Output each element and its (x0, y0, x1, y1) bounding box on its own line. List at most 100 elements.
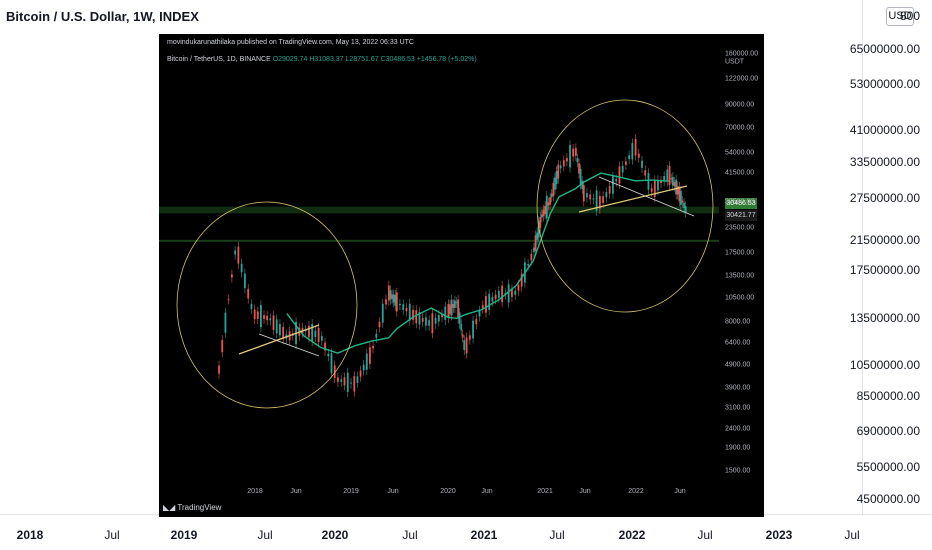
time-tick-label: 2022 (618, 528, 646, 542)
candle-body (605, 192, 608, 198)
candle-body (317, 327, 320, 343)
inner-price-tick: 54000.00 (725, 149, 755, 157)
candle-body (399, 303, 401, 306)
candle-body (631, 143, 634, 160)
candle-body (507, 284, 510, 303)
price-tick-label: 27500000.00 (849, 191, 920, 205)
candle-body (391, 294, 393, 299)
candle-body (362, 364, 365, 371)
time-tick-label: Jul (104, 528, 120, 542)
candle-body (514, 290, 517, 295)
price-tick-label: 17500000.00 (849, 263, 920, 277)
candle-body (455, 302, 458, 304)
candle-body (552, 182, 555, 197)
candle-body (444, 306, 447, 321)
inner-price-tick: 30500.00 (725, 198, 755, 206)
candle-body (359, 370, 362, 377)
candle-body (434, 317, 437, 324)
candle-body (542, 209, 545, 217)
candle-body (260, 304, 262, 328)
candle-body (478, 310, 481, 317)
candle-body (395, 292, 398, 312)
price-tick-label: 5500000.00 (856, 460, 920, 474)
ohlc-open: O29029.74 (272, 56, 308, 63)
candle-body (675, 179, 678, 195)
candle-body (520, 273, 523, 287)
candle-body (475, 318, 478, 325)
candle-body (311, 323, 314, 342)
candle-body (540, 214, 543, 218)
candle-body (581, 180, 584, 189)
candle-body (671, 176, 674, 186)
support-line (159, 239, 719, 242)
ohlc-change: +1456.78 (+5.02%) (416, 56, 477, 63)
candle-body (537, 221, 540, 238)
candle-body (683, 202, 685, 209)
candle-body (663, 176, 666, 182)
candle-body (237, 246, 240, 264)
candle-body (554, 177, 556, 190)
time-tick-label: Jul (402, 528, 418, 542)
candle-body (555, 171, 558, 185)
candle-body (673, 182, 676, 187)
time-tick-label: 2018 (16, 528, 44, 542)
candle-body (387, 285, 390, 301)
candle-body (628, 155, 631, 160)
candle-body (668, 165, 671, 186)
candle-body (625, 161, 627, 165)
candle-body (253, 309, 256, 319)
price-tick-label: 21500000.00 (849, 233, 920, 247)
inner-time-tick: 2020 (440, 488, 456, 495)
inner-time-tick: 2021 (537, 488, 553, 495)
inner-price-tick: 70000.00 (725, 124, 755, 132)
candle-body (308, 325, 310, 338)
inner-time-tick: Jun (674, 488, 686, 495)
candle-body (641, 160, 643, 168)
inner-price-tick: 1900.00 (725, 444, 751, 452)
candle-body (405, 307, 408, 312)
price-tick-label: 10500000.00 (849, 358, 920, 372)
tradingview-logo-text: TradingView (177, 503, 222, 512)
inner-time-tick: 2019 (343, 488, 359, 495)
candle-body (333, 365, 336, 379)
inner-price-tick: 6400.00 (725, 339, 751, 347)
candle-body (612, 176, 614, 194)
candle-body (501, 285, 504, 303)
symbol-name: Bitcoin / TetherUS, 1D, BINANCE (167, 56, 271, 63)
inner-price-tick: 41500.00 (725, 169, 755, 177)
inner-time-tick: Jun (387, 488, 399, 495)
candle-body (582, 185, 585, 202)
candle-body (586, 193, 588, 198)
other-price-tag: 30421.77 (725, 210, 757, 221)
candle-body (240, 263, 243, 273)
neckline-2022 (598, 176, 695, 217)
price-tick-label: 6900000.00 (856, 424, 920, 438)
highlight-circle-2022 (536, 99, 714, 313)
ohlc-close: C30486.53 (380, 56, 415, 63)
candle-body (621, 165, 624, 173)
candle-body (544, 205, 547, 215)
time-tick-label: Jul (697, 528, 713, 542)
inner-price-tick: 122000.00 (725, 75, 759, 83)
time-tick-label: Jul (549, 528, 565, 542)
candle-body (595, 190, 598, 211)
price-tick-label: 13500000.00 (849, 311, 920, 325)
candle-body (647, 172, 650, 190)
inner-price-tick: 1500.00 (725, 467, 751, 475)
embedded-chart-canvas (159, 99, 719, 409)
candle-body (428, 320, 431, 326)
inner-time-tick: Jun (579, 488, 591, 495)
trendline-2022 (578, 185, 688, 213)
candle-body (447, 303, 450, 318)
price-axis-border (862, 0, 863, 515)
candle-body (394, 294, 397, 306)
ohlc-high: H31083.37 (309, 56, 344, 63)
candle-body (549, 197, 551, 205)
symbol-legend: Bitcoin / TetherUS, 1D, BINANCE O29029.7… (167, 56, 477, 63)
candle-body (465, 337, 468, 354)
inner-price-tick: 17500.00 (725, 249, 755, 257)
candle-body (679, 190, 682, 205)
candle-body (589, 194, 592, 200)
candle-body (592, 198, 595, 200)
currency-badge[interactable]: USD (886, 7, 914, 26)
